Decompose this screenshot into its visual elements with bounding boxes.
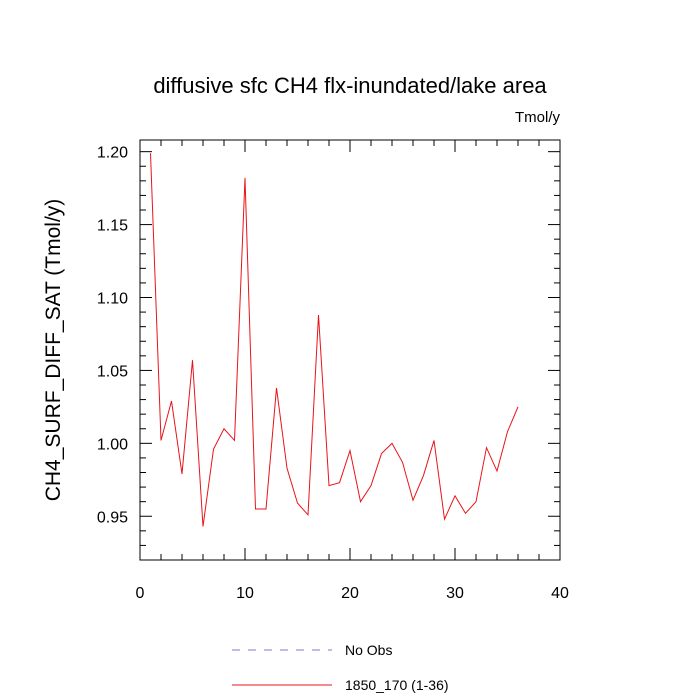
y-tick-label: 1.00: [97, 436, 128, 453]
axis-tick-labels: 0 10 20 30 40 0.95 1.00 1.05 1.10 1.15 1.20: [97, 145, 569, 602]
axis-ticks: [139, 140, 561, 561]
y-tick-label: 1.15: [97, 218, 128, 235]
legend-label-no-obs: No Obs: [345, 642, 392, 658]
plot-frame: [139, 139, 561, 561]
y-tick-label: 1.10: [97, 291, 128, 308]
x-tick-label: 20: [341, 585, 359, 602]
chart-title: diffusive sfc CH4 flx-inundated/lake are…: [153, 73, 547, 98]
units-label: Tmol/y: [515, 109, 561, 126]
y-tick-label: 1.05: [97, 363, 128, 380]
x-tick-label: 0: [136, 585, 145, 602]
x-tick-label: 30: [446, 585, 464, 602]
y-axis-label: CH4_SURF_DIFF_SAT (Tmol/y): [42, 199, 65, 502]
legend-label-1850-170: 1850_170 (1-36): [345, 677, 449, 693]
series-layer: [150, 153, 519, 527]
y-tick-label: 1.20: [97, 145, 128, 162]
y-tick-label: 0.95: [97, 509, 128, 526]
x-tick-label: 10: [236, 585, 254, 602]
legend: No Obs 1850_170 (1-36): [232, 642, 449, 693]
x-tick-label: 40: [551, 585, 569, 602]
series-line: [150, 153, 519, 527]
